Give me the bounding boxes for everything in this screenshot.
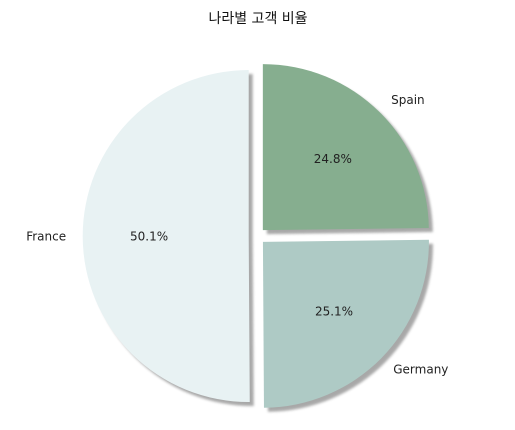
slice-label-spain: Spain bbox=[391, 93, 425, 107]
slice-percent-germany: 25.1% bbox=[315, 305, 353, 319]
chart-title: 나라별 고객 비율 bbox=[208, 11, 307, 27]
slices bbox=[82, 64, 429, 408]
slice-percent-spain: 24.8% bbox=[314, 152, 352, 166]
slice-label-germany: Germany bbox=[393, 363, 448, 377]
slice-germany bbox=[262, 239, 429, 408]
slice-spain bbox=[262, 64, 429, 231]
slice-labels: Spain 24.8% Germany 25.1% France 50.1% bbox=[26, 93, 448, 377]
slice-france bbox=[82, 70, 250, 403]
slice-label-france: France bbox=[26, 230, 66, 244]
slice-percent-france: 50.1% bbox=[130, 229, 168, 243]
